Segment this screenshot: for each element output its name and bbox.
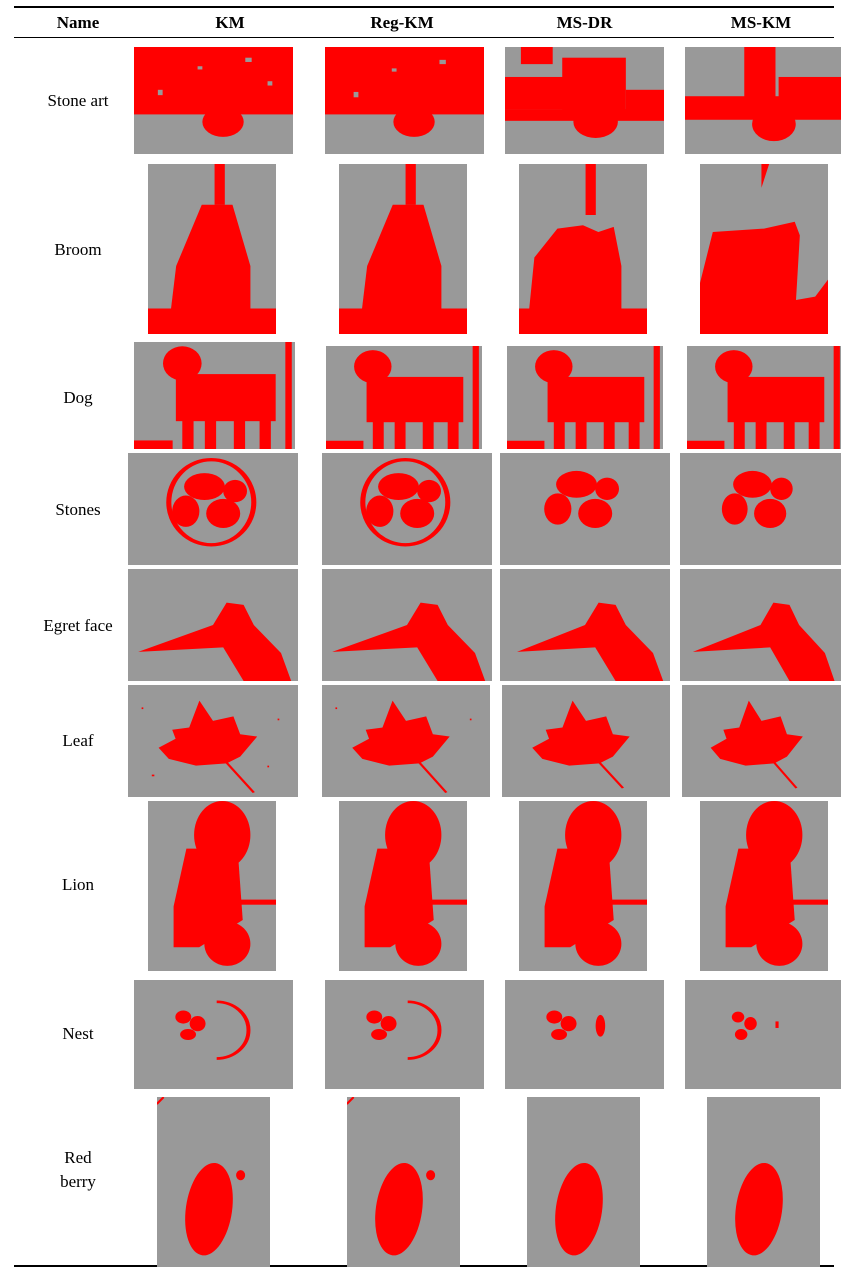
segmentation-image — [502, 685, 670, 797]
segmentation-image — [322, 453, 492, 565]
row-label-stone-art: Stone art — [47, 91, 109, 110]
segmentation-image — [325, 47, 484, 154]
segmentation-image — [148, 164, 276, 334]
row-label-lion: Lion — [61, 875, 95, 894]
row-label-leaf: Leaf — [62, 731, 94, 750]
segmentation-image — [687, 346, 841, 449]
segmentation-image — [507, 346, 663, 449]
segmentation-image — [322, 569, 492, 681]
segmentation-image — [500, 453, 670, 565]
segmentation-image — [325, 980, 484, 1089]
row-label-red-berry-line-2: berry — [60, 1172, 96, 1191]
column-header-km: KM — [215, 13, 245, 32]
table-header-rule — [14, 37, 834, 38]
segmentation-image — [347, 1097, 460, 1267]
segmentation-image — [339, 801, 467, 971]
row-label-dog: Dog — [63, 388, 93, 407]
segmentation-image — [519, 164, 647, 334]
row-label-red-berry-line-1: Red — [64, 1148, 92, 1167]
segmentation-image — [322, 685, 490, 797]
segmentation-image — [505, 47, 664, 154]
segmentation-image — [527, 1097, 640, 1267]
segmentation-image — [700, 801, 828, 971]
row-label-egret-face: Egret face — [43, 616, 113, 635]
column-header-name: Name — [56, 13, 100, 32]
segmentation-image — [128, 685, 298, 797]
segmentation-image — [519, 801, 647, 971]
row-label-red-berry: Red berry — [14, 1146, 142, 1194]
segmentation-image — [326, 346, 482, 449]
segmentation-image — [128, 569, 298, 681]
segmentation-image — [500, 569, 670, 681]
segmentation-image — [505, 980, 664, 1089]
segmentation-image — [148, 801, 276, 971]
segmentation-image — [128, 453, 298, 565]
segmentation-image — [134, 47, 293, 154]
row-label-stones: Stones — [55, 500, 101, 519]
segmentation-image — [680, 453, 841, 565]
column-header-ms-dr: MS-DR — [556, 13, 613, 32]
row-label-broom: Broom — [54, 240, 102, 259]
segmentation-image — [680, 569, 841, 681]
segmentation-image — [134, 980, 293, 1089]
column-header-ms-km: MS-KM — [730, 13, 792, 32]
segmentation-image — [707, 1097, 820, 1267]
segmentation-image — [685, 980, 841, 1089]
segmentation-image — [134, 342, 295, 449]
row-label-nest: Nest — [62, 1024, 94, 1043]
segmentation-image — [339, 164, 467, 334]
column-header-reg-km: Reg-KM — [370, 13, 434, 32]
table-top-rule — [14, 6, 834, 8]
segmentation-image — [700, 164, 828, 334]
segmentation-image — [685, 47, 841, 154]
segmentation-image — [682, 685, 841, 797]
segmentation-image — [157, 1097, 270, 1267]
